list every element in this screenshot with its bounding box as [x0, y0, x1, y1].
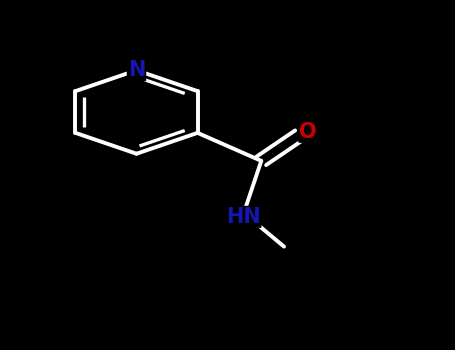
Text: HN: HN — [226, 207, 260, 227]
Text: N: N — [128, 60, 145, 80]
Text: O: O — [299, 122, 317, 142]
